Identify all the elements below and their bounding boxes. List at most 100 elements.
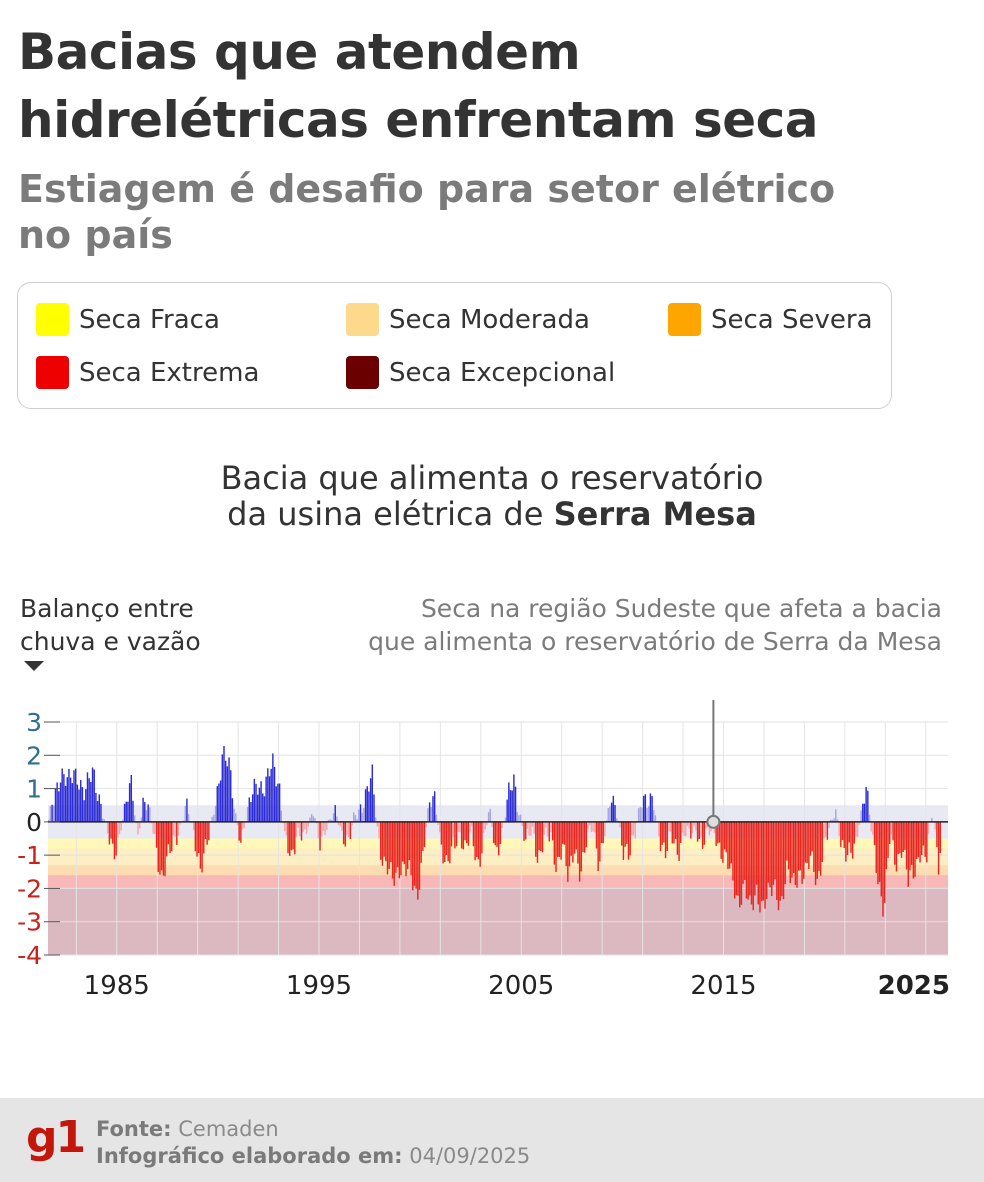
x-tick-label: 2025 (878, 971, 950, 1001)
bar (321, 821, 323, 837)
bar (363, 807, 365, 822)
bar (776, 821, 778, 901)
bar (423, 821, 426, 848)
legend-label: Seca Severa (711, 304, 873, 335)
bar (819, 821, 822, 876)
bar (383, 821, 385, 857)
bar (791, 821, 793, 878)
bar (452, 821, 454, 838)
bar (786, 821, 788, 861)
bar (201, 821, 203, 873)
bar (302, 821, 304, 832)
bar (314, 818, 316, 822)
bar (56, 782, 58, 822)
bar (85, 789, 87, 822)
bar (509, 790, 512, 822)
bar (604, 821, 606, 837)
bar (511, 790, 513, 822)
bar (700, 821, 702, 838)
bar (334, 805, 336, 822)
bar (312, 816, 315, 822)
bar (610, 802, 613, 822)
bar (348, 821, 350, 838)
bar (755, 821, 758, 885)
bar (627, 821, 630, 860)
bar (353, 812, 355, 822)
bar (649, 793, 652, 822)
bar (63, 774, 65, 822)
bar (573, 821, 576, 854)
bar (587, 821, 589, 830)
bar (605, 820, 608, 822)
bar (309, 817, 311, 822)
bar (236, 821, 239, 826)
chart-bars (48, 745, 942, 917)
bar (425, 821, 427, 828)
bar (58, 791, 60, 822)
bar (828, 821, 830, 828)
bar (336, 816, 338, 822)
bar (666, 821, 668, 851)
bar (568, 821, 571, 867)
bar (331, 819, 333, 822)
legend-item-seca-moderada: Seca Moderada (346, 303, 590, 336)
bar (904, 821, 906, 850)
bar (326, 821, 328, 831)
bar (728, 821, 731, 869)
bar (268, 776, 271, 822)
bar (405, 821, 407, 877)
bar (600, 821, 603, 844)
bar (255, 783, 257, 822)
bar (83, 800, 85, 822)
bar (622, 821, 625, 861)
y-tick-label: 0 (26, 808, 42, 837)
bar (890, 821, 893, 835)
bar (450, 821, 453, 847)
bar (420, 821, 422, 863)
bar (781, 821, 783, 897)
annotation-line-1: Seca na região Sudeste que afeta a bacia (420, 594, 942, 623)
bar (885, 821, 888, 870)
bar (806, 821, 808, 864)
bar (570, 821, 572, 856)
bar (283, 821, 286, 832)
bar (582, 821, 584, 852)
bar (651, 796, 653, 822)
bar (779, 821, 781, 901)
bar (48, 819, 50, 822)
bar (241, 821, 244, 830)
bar (575, 821, 577, 850)
bar (482, 821, 485, 833)
bar (110, 821, 112, 839)
bar (867, 790, 869, 822)
bar (836, 819, 839, 822)
bar (455, 821, 458, 847)
bar (513, 774, 515, 822)
bar (155, 821, 158, 848)
bar (98, 794, 100, 822)
bar (595, 821, 598, 849)
bar (801, 821, 803, 884)
bar (848, 821, 850, 843)
bar (926, 821, 928, 863)
bar (171, 821, 173, 852)
bar (433, 791, 436, 822)
bar (230, 770, 232, 822)
subtitle-line-2: no país (18, 213, 173, 257)
bar (69, 777, 72, 822)
bar (562, 821, 564, 844)
bar (396, 821, 399, 868)
bar (491, 821, 493, 828)
bar (615, 818, 618, 822)
bar (754, 821, 756, 896)
bar (228, 757, 230, 822)
bar (176, 821, 178, 845)
bar (412, 821, 414, 891)
bar (59, 782, 62, 822)
bar (464, 821, 466, 841)
bar (560, 821, 562, 860)
bar (499, 821, 502, 845)
bar (304, 821, 306, 830)
bar (422, 821, 424, 851)
bar (841, 821, 844, 841)
